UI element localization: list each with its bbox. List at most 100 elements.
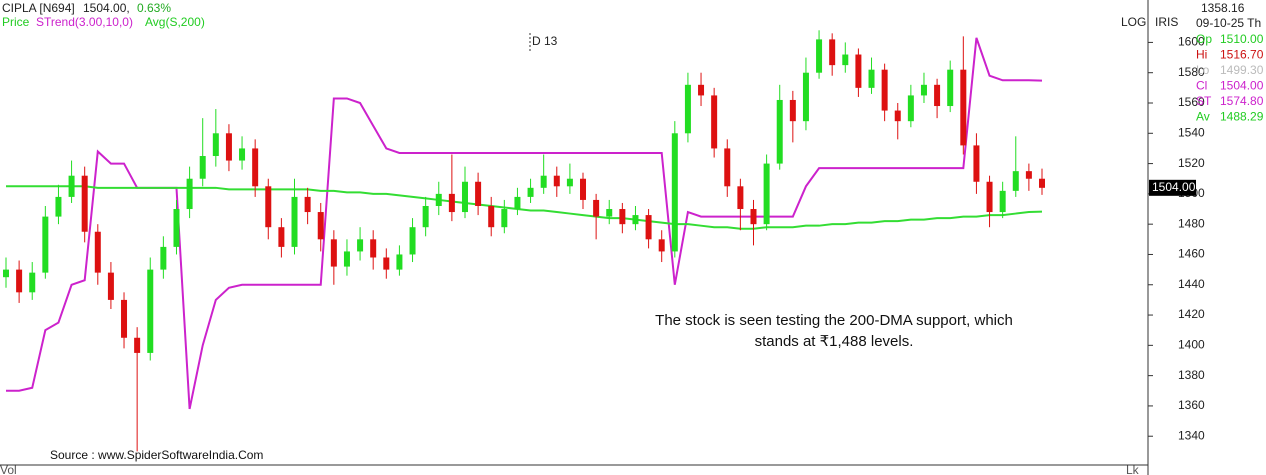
vol-label: Vol xyxy=(0,463,17,475)
y-tick-label: 1340 xyxy=(1178,428,1205,442)
candle-body xyxy=(1025,171,1032,179)
legend-supertrend: STrend(3.00,10,0) xyxy=(36,15,133,29)
candle-body xyxy=(514,196,521,210)
candle-body xyxy=(501,209,508,228)
annotation: stands at ₹1,488 levels. xyxy=(755,333,914,350)
candle-body xyxy=(593,199,600,217)
marker: D 13 xyxy=(532,34,558,48)
candle-body xyxy=(3,269,9,278)
candle-body xyxy=(711,95,718,149)
candle-body xyxy=(816,39,823,73)
candle-body xyxy=(802,72,809,122)
candle-body xyxy=(199,156,206,179)
legend-average: Avg(S,200) xyxy=(145,15,205,29)
candle-body xyxy=(907,95,914,122)
y-tick-label: 1580 xyxy=(1178,65,1205,79)
candle-body xyxy=(698,84,705,96)
candle-body xyxy=(121,299,128,338)
y-tick-label: 1480 xyxy=(1178,216,1205,230)
candle-body xyxy=(317,212,324,240)
y-tick-label: 1400 xyxy=(1178,338,1205,352)
indicator-line xyxy=(6,185,1043,230)
source: Source : www.SpiderSoftwareIndia.Com xyxy=(50,448,263,462)
y-tick-label: 1380 xyxy=(1178,368,1205,382)
y-tick-label: 1560 xyxy=(1178,95,1205,109)
y-tick-label: 1360 xyxy=(1178,398,1205,412)
candle-body xyxy=(396,254,403,270)
lk-label: Lk xyxy=(1126,463,1140,475)
candle-body xyxy=(527,187,534,197)
panel-label: Cl xyxy=(1196,79,1207,93)
candle-body xyxy=(278,227,285,247)
candle-body xyxy=(252,148,259,187)
candle-body xyxy=(107,272,114,300)
candle-body xyxy=(724,148,731,187)
log-flag: LOG xyxy=(1121,15,1146,29)
date: 09-10-25 Th xyxy=(1196,16,1261,30)
candle-body xyxy=(855,54,862,88)
change: 0.63% xyxy=(137,1,171,15)
candle-body xyxy=(750,209,757,225)
price-label: Price xyxy=(2,15,30,29)
candle-body xyxy=(16,269,23,293)
last-price: 1504.00, xyxy=(83,1,130,15)
candle-body xyxy=(737,186,744,210)
candle-body xyxy=(68,175,75,197)
candle-body xyxy=(55,196,62,217)
panel-value: 1574.80 xyxy=(1220,94,1264,108)
candle-body xyxy=(881,69,888,111)
candle-body xyxy=(173,209,180,247)
candle-body xyxy=(894,110,901,122)
y-tick-label: 1440 xyxy=(1178,277,1205,291)
candle-body xyxy=(606,209,613,217)
candle-body xyxy=(776,99,783,164)
y-tick-label: 1600 xyxy=(1178,35,1205,49)
candle-body xyxy=(330,239,337,267)
panel-value: 1516.70 xyxy=(1220,48,1264,62)
candle-body xyxy=(973,145,980,182)
candle-body xyxy=(383,257,390,270)
symbol: CIPLA [N694] xyxy=(2,1,75,15)
candle-body xyxy=(475,181,482,206)
candle-body xyxy=(81,175,88,232)
panel-label: Lo xyxy=(1196,63,1210,77)
candle-body xyxy=(540,175,547,188)
candle-body xyxy=(658,239,665,252)
candle-body xyxy=(829,39,836,66)
candle-body xyxy=(1012,171,1019,191)
y-tick-label: 1540 xyxy=(1178,125,1205,139)
y-tick-label: 1520 xyxy=(1178,156,1205,170)
candle-body xyxy=(370,239,377,258)
candle-body xyxy=(212,133,219,157)
candle-body xyxy=(291,196,298,247)
candle-body xyxy=(409,227,416,255)
candle-body xyxy=(42,216,49,273)
candle-body xyxy=(29,272,36,293)
candle-body xyxy=(580,178,587,200)
candle-body xyxy=(934,84,941,107)
panel-value: 1510.00 xyxy=(1220,32,1264,46)
panel-label: Op xyxy=(1196,32,1212,46)
candle-body xyxy=(920,84,927,96)
panel-value: 1499.30 xyxy=(1220,63,1264,77)
candle-body xyxy=(304,196,311,213)
panel-label: Av xyxy=(1196,110,1210,124)
candle-body xyxy=(842,54,849,66)
candle-body xyxy=(632,215,639,225)
candle-body xyxy=(422,205,429,228)
candle-body xyxy=(147,269,154,353)
candle-body xyxy=(789,99,796,122)
candle-body xyxy=(435,193,442,206)
candle-body xyxy=(868,69,875,88)
candle-body xyxy=(645,215,652,240)
candle-body xyxy=(134,337,141,353)
candle-body xyxy=(225,133,232,161)
candle-body xyxy=(619,209,626,225)
candle-body xyxy=(448,193,455,213)
candle-body xyxy=(960,69,967,146)
candle-body xyxy=(461,181,468,213)
y-tick-label: 1420 xyxy=(1178,307,1205,321)
annotation: The stock is seen testing the 200-DMA su… xyxy=(655,312,1013,329)
